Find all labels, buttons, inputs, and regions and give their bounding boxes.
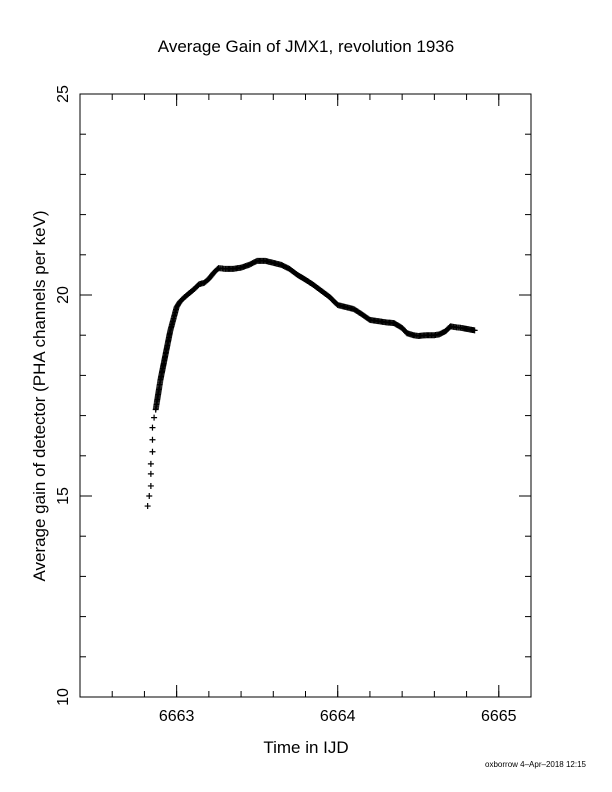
tick-labels: 6663 6664 6665 10 15 20 25	[55, 85, 517, 725]
axis-ticks	[80, 93, 531, 698]
data-points	[144, 257, 478, 510]
x-tick-label: 6665	[481, 708, 517, 725]
y-tick-label: 15	[55, 487, 72, 505]
y-tick-label: 20	[55, 286, 72, 304]
footer-stamp: oxborrow 4–Apr–2018 12:15	[485, 760, 586, 769]
data-point	[151, 414, 158, 421]
x-tick-label: 6664	[320, 708, 356, 725]
data-point	[147, 460, 154, 467]
data-point	[149, 436, 156, 443]
y-tick-label: 25	[55, 85, 72, 103]
data-point	[149, 424, 156, 431]
data-point	[146, 493, 153, 499]
data-point	[149, 448, 156, 455]
plot-frame	[79, 93, 532, 698]
data-point	[144, 503, 151, 510]
x-axis-label: Time in IJD	[263, 738, 349, 757]
chart-title: Average Gain of JMX1, revolution 1936	[157, 37, 455, 56]
x-tick-label: 6663	[159, 708, 195, 725]
y-tick-label: 10	[55, 688, 72, 706]
data-point	[147, 482, 154, 489]
data-point	[147, 470, 154, 477]
y-axis-label: Average gain of detector (PHA channels p…	[30, 210, 49, 582]
data-point	[471, 327, 478, 334]
